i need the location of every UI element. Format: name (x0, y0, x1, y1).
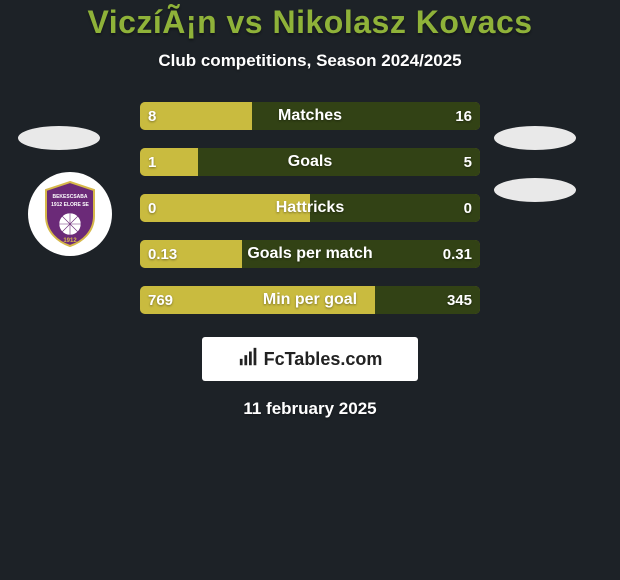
club-crest-icon: BEKESCSABA 1912 ELORE SE 1912 (42, 180, 98, 248)
stat-row: 769345Min per goal (0, 277, 620, 323)
stat-value-left: 0 (148, 194, 156, 222)
stat-bar-track: 816Matches (140, 102, 480, 130)
stat-value-left: 8 (148, 102, 156, 130)
stat-bar-left (140, 102, 252, 130)
stat-value-right: 0 (464, 194, 472, 222)
stat-bar-track: 769345Min per goal (140, 286, 480, 314)
chart-icon (238, 346, 260, 373)
svg-text:1912: 1912 (63, 238, 77, 244)
svg-text:BEKESCSABA: BEKESCSABA (52, 194, 87, 200)
brand-text: FcTables.com (264, 349, 383, 370)
stat-value-right: 16 (455, 102, 472, 130)
stat-value-right: 5 (464, 148, 472, 176)
page-subtitle: Club competitions, Season 2024/2025 (0, 51, 620, 71)
stat-bar-track: 0.130.31Goals per match (140, 240, 480, 268)
stat-value-left: 1 (148, 148, 156, 176)
player-ellipse (494, 178, 576, 202)
stat-bar-track: 00Hattricks (140, 194, 480, 222)
stat-bar-track: 15Goals (140, 148, 480, 176)
club-crest-avatar: BEKESCSABA 1912 ELORE SE 1912 (28, 172, 112, 256)
stat-bar-left (140, 286, 375, 314)
date-label: 11 february 2025 (0, 399, 620, 419)
brand-badge: FcTables.com (202, 337, 418, 381)
stat-value-right: 0.31 (443, 240, 472, 268)
page-title: ViczíÃ¡n vs Nikolasz Kovacs (0, 4, 620, 41)
stat-value-left: 0.13 (148, 240, 177, 268)
player-ellipse (494, 126, 576, 150)
svg-text:1912 ELORE SE: 1912 ELORE SE (51, 202, 89, 208)
stat-value-left: 769 (148, 286, 173, 314)
player-ellipse (18, 126, 100, 150)
stat-bar-right (252, 102, 480, 130)
stat-value-right: 345 (447, 286, 472, 314)
stat-bar-right (198, 148, 480, 176)
stat-bar-left (140, 194, 310, 222)
stat-bar-right (310, 194, 480, 222)
